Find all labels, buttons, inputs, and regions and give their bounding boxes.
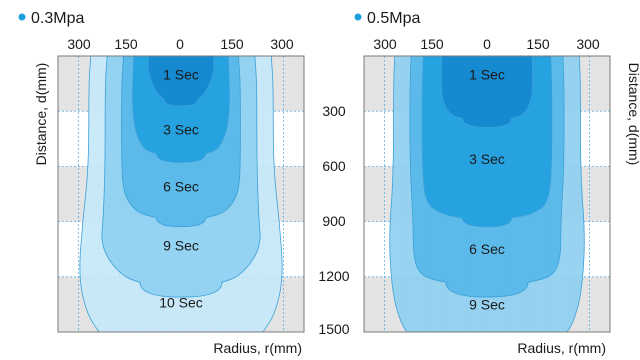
- x-tick-labels-left: 300 150 0 150 300: [67, 36, 294, 52]
- y-tick-label: 1500: [318, 321, 349, 337]
- zone-labels-left: 1 Sec 3 Sec 6 Sec 9 Sec 10 Sec: [159, 66, 203, 310]
- zone-label: 9 Sec: [469, 296, 505, 312]
- zone-label: 1 Sec: [469, 66, 505, 82]
- spray-zone: [440, 56, 534, 128]
- spray-zone: [147, 56, 215, 107]
- x-tick-labels-right: 300 150 0 150 300: [373, 36, 600, 52]
- x-tick-label: 0: [176, 36, 184, 52]
- y-tick-labels-shared: 300 600 900 1200 1500: [318, 103, 349, 337]
- legend-left: 0.3Mpa: [18, 10, 84, 27]
- x-tick-label: 300: [270, 36, 294, 52]
- zone-label: 10 Sec: [159, 295, 203, 311]
- x-tick-label: 300: [67, 36, 91, 52]
- x-tick-label: 150: [526, 36, 550, 52]
- x-tick-label: 150: [114, 36, 138, 52]
- plot-frame-right: [363, 55, 611, 333]
- y-axis-label-right: Distance, d(mm): [626, 63, 640, 166]
- x-axis-label-left: Radius, r(mm): [213, 340, 302, 356]
- zone-label: 1 Sec: [163, 66, 199, 82]
- spray-zones-right: [389, 56, 585, 332]
- y-tick-label: 300: [322, 103, 346, 119]
- zone-label: 6 Sec: [163, 179, 199, 195]
- legend-right: 0.5Mpa: [354, 10, 420, 27]
- chart-panel-right: 300 150 0 150 300 1 Sec 3 Sec 6 Sec 9 Sec D…: [363, 36, 640, 356]
- x-tick-label: 300: [576, 36, 600, 52]
- y-tick-label: 900: [322, 213, 346, 229]
- legend-marker-right: [354, 13, 362, 21]
- zone-label: 3 Sec: [469, 151, 505, 167]
- y-axis-label-left: Distance, d(mm): [33, 63, 49, 166]
- y-tick-label: 600: [322, 158, 346, 174]
- zone-label: 3 Sec: [163, 122, 199, 138]
- legend-label-left: 0.3Mpa: [31, 10, 84, 27]
- zone-labels-right: 1 Sec 3 Sec 6 Sec 9 Sec: [469, 66, 505, 312]
- x-tick-label: 150: [220, 36, 244, 52]
- x-tick-label: 150: [420, 36, 444, 52]
- zone-label: 9 Sec: [163, 238, 199, 254]
- y-tick-label: 1200: [318, 268, 349, 284]
- legend-marker-left: [18, 13, 26, 21]
- x-tick-label: 0: [483, 36, 491, 52]
- x-tick-label: 300: [373, 36, 397, 52]
- plot-frame-left: [57, 55, 305, 333]
- zone-label: 6 Sec: [469, 241, 505, 257]
- chart-panel-left: 300 150 0 150 300 1 Sec 3 Sec 6 Sec 9 Sec 10…: [33, 36, 305, 356]
- spray-zones-left: [79, 56, 283, 332]
- legend-label-right: 0.5Mpa: [367, 10, 420, 27]
- x-axis-label-right: Radius, r(mm): [517, 340, 606, 356]
